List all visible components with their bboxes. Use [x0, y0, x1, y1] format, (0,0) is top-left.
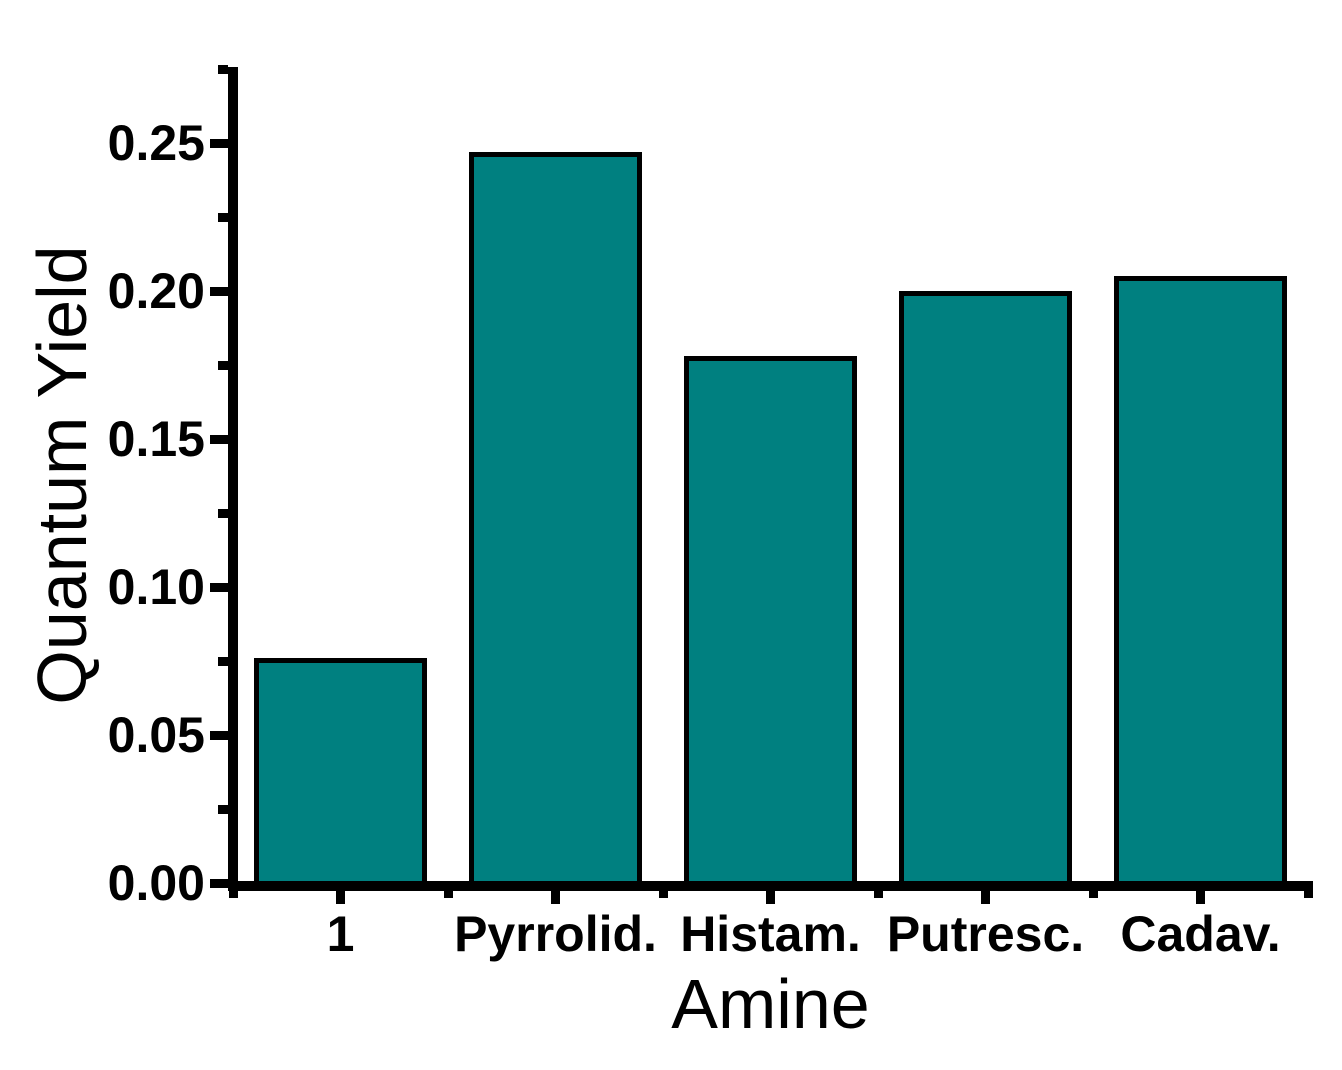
y-major-tick — [210, 582, 228, 592]
y-minor-tick — [218, 360, 228, 370]
x-major-tick — [336, 891, 345, 904]
y-minor-tick — [218, 804, 228, 814]
x-major-tick — [1196, 891, 1205, 904]
y-minor-tick — [218, 656, 228, 666]
bar-Histam. — [684, 356, 858, 891]
y-minor-tick — [218, 508, 228, 518]
y-axis-title: Quantum Yield — [23, 245, 101, 705]
y-tick-label: 0.00 — [107, 855, 205, 911]
y-major-tick — [210, 878, 228, 888]
x-minor-tick — [1303, 891, 1313, 898]
y-tick-label: 0.25 — [107, 115, 205, 171]
bar-Cadav. — [1114, 276, 1288, 891]
x-major-tick — [766, 891, 775, 904]
x-major-tick — [551, 891, 560, 904]
x-minor-tick — [658, 891, 668, 898]
x-tick-label: Putresc. — [886, 906, 1085, 962]
x-minor-tick — [443, 891, 453, 898]
x-tick-label: Cadav. — [1120, 906, 1281, 962]
x-tick-label: Pyrrolid. — [454, 906, 657, 962]
y-axis-line — [228, 67, 238, 891]
x-minor-tick — [1088, 891, 1098, 898]
x-axis-title: Amine — [671, 965, 870, 1043]
y-major-tick — [210, 138, 228, 148]
y-tick-label: 0.05 — [107, 707, 205, 763]
y-major-tick — [210, 730, 228, 740]
x-tick-label: 1 — [326, 906, 355, 962]
bar-Pyrrolid. — [469, 151, 643, 891]
x-axis-line — [228, 881, 1313, 891]
x-minor-tick — [228, 891, 238, 898]
x-tick-label: Histam. — [680, 906, 861, 962]
y-minor-tick — [218, 64, 228, 74]
x-minor-tick — [873, 891, 883, 898]
bar-1 — [254, 658, 428, 891]
y-tick-label: 0.20 — [107, 263, 205, 319]
y-minor-tick — [218, 212, 228, 222]
y-tick-label: 0.15 — [107, 411, 205, 467]
y-major-tick — [210, 434, 228, 444]
bar-Putresc. — [899, 291, 1073, 891]
x-major-tick — [981, 891, 990, 904]
y-major-tick — [210, 286, 228, 296]
y-tick-label: 0.10 — [107, 559, 205, 615]
